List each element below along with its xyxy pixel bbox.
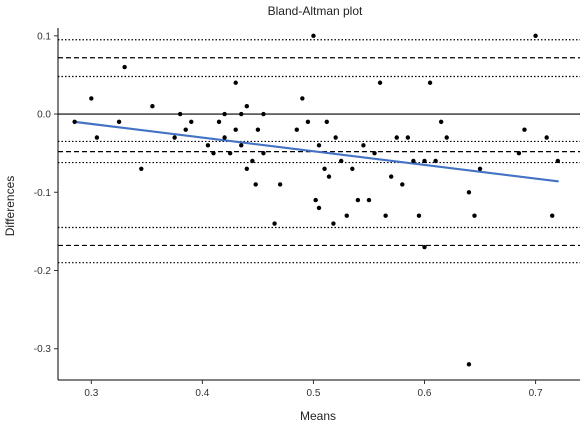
x-axis-title: Means: [300, 409, 336, 423]
data-point-42: [339, 158, 344, 164]
data-point-4: [122, 64, 127, 70]
data-point-57: [422, 244, 427, 250]
data-points: [72, 33, 560, 367]
data-point-45: [355, 197, 361, 203]
data-point-56: [416, 213, 422, 218]
data-point-14: [222, 135, 227, 140]
chart-title: Bland-Altman plot: [268, 4, 363, 18]
data-point-49: [377, 80, 383, 85]
axes: 0.3 0.4 0.5 0.6 0.7 0.1 0.0 -0.1 -0.2 -0.3: [34, 28, 580, 399]
data-point-62: [444, 135, 449, 140]
data-point-66: [466, 362, 472, 367]
data-point-27: [261, 150, 266, 156]
data-point-70: [544, 135, 549, 140]
data-point-11: [205, 143, 211, 148]
data-point-31: [300, 96, 305, 101]
data-point-13: [216, 119, 222, 125]
data-point-12: [211, 150, 216, 156]
x-tick-label-0: 0.3: [84, 388, 98, 399]
data-point-46: [361, 143, 366, 148]
data-point-21: [244, 166, 250, 171]
data-point-64: [472, 213, 477, 218]
data-point-16: [227, 150, 233, 156]
data-point-28: [272, 221, 277, 226]
data-point-18: [233, 127, 238, 132]
x-tick-label-4: 0.7: [529, 388, 543, 399]
trend-line-group: [73, 120, 559, 183]
data-point-17: [233, 80, 238, 85]
data-point-34: [313, 197, 318, 203]
data-point-55: [411, 158, 416, 164]
data-point-71: [550, 213, 555, 218]
data-point-20: [239, 111, 244, 117]
data-point-38: [324, 119, 329, 125]
y-tick-label-1: 0.0: [37, 110, 51, 121]
data-point-23: [250, 158, 255, 164]
y-tick-label-0: 0.1: [37, 31, 51, 42]
data-point-0: [72, 119, 77, 125]
data-point-25: [255, 127, 261, 132]
x-tick-label-3: 0.6: [418, 388, 432, 399]
data-point-47: [366, 197, 372, 203]
data-point-59: [427, 80, 433, 85]
data-point-52: [394, 135, 399, 140]
data-point-44: [350, 166, 355, 171]
data-point-53: [400, 182, 405, 187]
data-point-33: [311, 33, 316, 39]
x-tick-label-2: 0.5: [306, 388, 320, 399]
data-point-41: [333, 135, 338, 140]
data-point-24: [253, 182, 258, 187]
data-point-26: [261, 111, 266, 117]
data-point-35: [316, 143, 322, 148]
data-point-50: [383, 213, 388, 218]
x-tick-label-1: 0.4: [195, 388, 209, 399]
data-point-68: [522, 127, 527, 132]
y-tick-label-3: -0.2: [34, 266, 52, 277]
data-point-2: [94, 135, 100, 140]
data-point-60: [433, 158, 438, 164]
trend-line: [73, 120, 559, 183]
y-axis-title: Differences: [3, 176, 17, 236]
y-tick-label-2: -0.1: [34, 188, 52, 199]
data-point-65: [477, 166, 483, 171]
data-point-48: [372, 150, 377, 156]
data-point-9: [183, 127, 188, 132]
data-point-63: [466, 190, 472, 195]
data-point-30: [294, 127, 299, 132]
data-point-58: [422, 158, 427, 164]
data-point-22: [244, 104, 250, 109]
data-point-15: [222, 111, 227, 117]
data-point-6: [150, 104, 155, 109]
data-point-8: [177, 111, 183, 117]
data-point-72: [555, 158, 560, 164]
reference-lines: [58, 39, 580, 264]
data-point-40: [331, 221, 336, 226]
data-point-29: [277, 182, 283, 187]
data-point-19: [239, 143, 244, 148]
data-point-5: [139, 166, 144, 171]
data-point-43: [344, 213, 349, 218]
data-point-54: [405, 135, 411, 140]
data-point-51: [388, 174, 394, 179]
data-point-1: [89, 96, 94, 101]
data-point-7: [172, 135, 177, 140]
data-point-69: [533, 33, 538, 39]
data-point-67: [516, 150, 522, 156]
data-point-36: [316, 205, 322, 211]
data-point-32: [305, 119, 311, 125]
y-tick-label-4: -0.3: [34, 344, 52, 355]
data-point-10: [189, 119, 194, 125]
data-point-39: [326, 174, 332, 179]
data-point-3: [116, 119, 122, 125]
data-point-61: [438, 119, 444, 125]
data-point-37: [322, 166, 327, 171]
